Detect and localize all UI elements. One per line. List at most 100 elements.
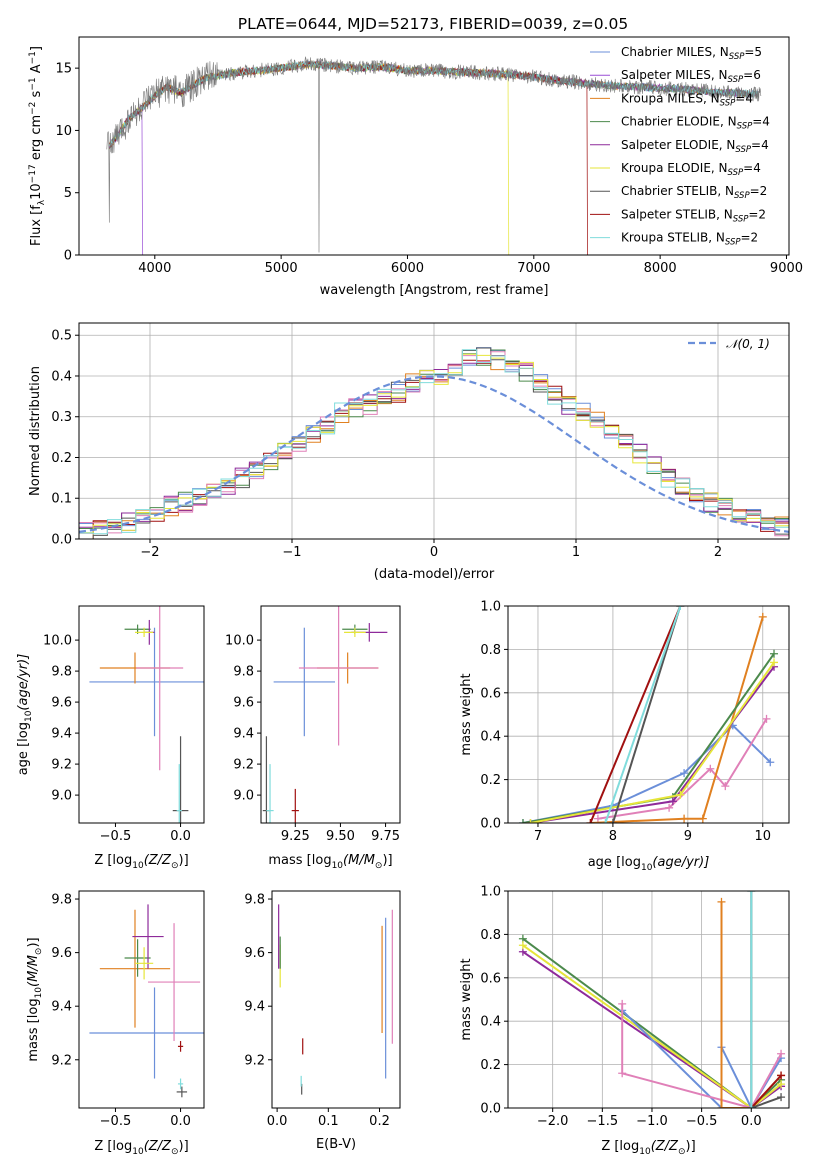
legend-label-part: =2 xyxy=(741,231,759,245)
y-tick-label: 9.0 xyxy=(233,789,254,804)
y-tick-label: 0.4 xyxy=(480,730,501,745)
legend-label-part: =5 xyxy=(744,45,762,59)
x-axis-label: Z [log10(Z/Z⊙)] xyxy=(94,853,188,871)
legend-entry: Salpeter MILES, NSSP=6 xyxy=(590,68,761,85)
y-tick-label: 0.0 xyxy=(51,533,72,548)
error-point xyxy=(344,627,366,637)
x-axis-label-group: Z [log10(Z/Z⊙)] xyxy=(94,1139,188,1157)
legend-entry: Kroupa MILES, NSSP=4 xyxy=(590,91,753,108)
x-tick-label: 7 xyxy=(534,829,542,844)
y-axis-label: mass weight xyxy=(459,673,474,755)
y-axis-label-part: 10 xyxy=(29,183,44,200)
y-tick-label: 0.0 xyxy=(480,1102,501,1117)
y-tick-label: 0.0 xyxy=(480,817,501,832)
x-axis-label-part: (age/yr)] xyxy=(652,855,709,870)
x-tick-label: −0.5 xyxy=(100,1114,132,1129)
error-point xyxy=(124,939,151,977)
legend-entry: Chabrier MILES, NSSP=5 xyxy=(590,45,762,62)
legend-label: Chabrier ELODIE, NSSP=4 xyxy=(621,115,770,132)
x-axis-label-part: (Z/Z xyxy=(144,1139,172,1154)
error-point xyxy=(89,627,204,737)
x-tick-label: 8 xyxy=(609,829,617,844)
weight-series xyxy=(526,658,779,823)
y-tick-label: 0.2 xyxy=(480,1058,501,1073)
weight-marker xyxy=(680,769,689,778)
weight-marker xyxy=(758,612,767,621)
age-vs-metallicity-panel: −0.5 0.09.09.29.49.69.810.0Z [log10(Z/Z⊙)… xyxy=(16,605,205,871)
legend-label: Chabrier STELIB, NSSP=2 xyxy=(621,184,767,201)
weight-marker xyxy=(770,658,779,667)
y-tick-label: 9.8 xyxy=(233,665,254,680)
x-tick-label: 0.2 xyxy=(369,1114,390,1129)
x-axis-label-group: Z [log10(Z/Z⊙)] xyxy=(94,853,188,871)
weight-marker xyxy=(518,819,527,823)
weight-marker xyxy=(618,999,627,1008)
weight-marker xyxy=(777,1080,786,1089)
weight-marker xyxy=(698,814,707,823)
y-tick-label: 0.2 xyxy=(51,451,72,466)
y-tick-label: 9.6 xyxy=(51,946,72,961)
x-tick-label: 9.50 xyxy=(326,829,355,844)
weight-line xyxy=(590,616,764,823)
error-point xyxy=(134,947,154,980)
age-vs-metallicity-panel-frame xyxy=(78,605,205,824)
weight-marker xyxy=(717,897,726,906)
error-point xyxy=(176,764,182,823)
weight-series xyxy=(601,606,685,823)
y-tick-label: 1.0 xyxy=(480,600,501,615)
weight-marker xyxy=(680,814,689,823)
weight-series xyxy=(593,714,771,823)
x-axis-label-part: age [log xyxy=(588,855,641,870)
legend-label: Salpeter ELODIE, NSSP=4 xyxy=(621,138,769,155)
x-tick-label: −0.5 xyxy=(686,1114,718,1129)
legend-label-part: SSP xyxy=(725,238,741,248)
mass-weight-metallicity-panel-frame xyxy=(507,890,790,1109)
x-axis-label-part: mass [log xyxy=(268,853,331,868)
weight-line xyxy=(750,891,782,1108)
y-axis-label: Normed distribution xyxy=(28,366,43,496)
weight-marker xyxy=(668,797,677,806)
y-tick-label: 9.4 xyxy=(51,727,72,742)
error-point xyxy=(291,788,299,823)
y-axis-label-part: 10 xyxy=(34,987,44,999)
y-tick-label: 0.3 xyxy=(51,410,72,425)
error-point xyxy=(148,923,201,1042)
y-tick-label: 0.4 xyxy=(480,1015,501,1030)
weight-marker xyxy=(777,1049,786,1058)
legend-label-part: =6 xyxy=(743,68,761,82)
y-axis-label-part: )] xyxy=(26,937,41,947)
weight-line xyxy=(621,1003,782,1108)
y-axis-label-group: age [log10(age/yr)] xyxy=(16,654,34,776)
weight-series xyxy=(747,891,756,1108)
y-axis-label-part: −1 xyxy=(28,77,38,90)
y-axis-label-part: 10 xyxy=(24,710,34,722)
x-axis-label-part: )] xyxy=(179,853,189,868)
legend-label-part: =2 xyxy=(750,184,768,198)
error-point xyxy=(177,1078,184,1090)
age-vs-mass-panel-frame xyxy=(260,605,401,824)
x-tick-label: 6000 xyxy=(391,261,424,276)
y-axis-label: mass weight xyxy=(459,958,474,1040)
y-tick-label: 0.6 xyxy=(480,686,501,701)
legend-label: Salpeter MILES, NSSP=6 xyxy=(621,68,761,85)
y-axis-label-part: erg cm xyxy=(29,115,44,164)
mass-vs-extinction-panel: 0.0 0.1 0.2 9.2 9.4 9.6 9.8 E(B-V) xyxy=(244,890,401,1152)
legend-label-part: Kroupa ELODIE, N xyxy=(621,161,728,175)
weight-marker xyxy=(706,764,715,773)
error-point xyxy=(266,764,274,823)
weight-marker xyxy=(762,714,771,723)
age-vs-mass-panel-plot-area xyxy=(262,606,388,823)
legend-label-part: SSP xyxy=(729,52,745,62)
legend-label: Kroupa ELODIE, NSSP=4 xyxy=(621,161,761,178)
age-vs-metallicity-panel-plot-area xyxy=(89,606,204,823)
y-tick-label: 9.6 xyxy=(244,946,265,961)
weight-marker xyxy=(593,814,602,823)
y-tick-label: 10.0 xyxy=(225,634,254,649)
error-point xyxy=(89,987,204,1079)
x-axis-label: mass [log10(M/M⊙)] xyxy=(268,853,392,871)
weight-line xyxy=(522,944,782,1108)
x-tick-label: 2 xyxy=(714,545,722,560)
weight-series xyxy=(747,1071,786,1108)
legend-label-part: Chabrier MILES, N xyxy=(621,45,729,59)
